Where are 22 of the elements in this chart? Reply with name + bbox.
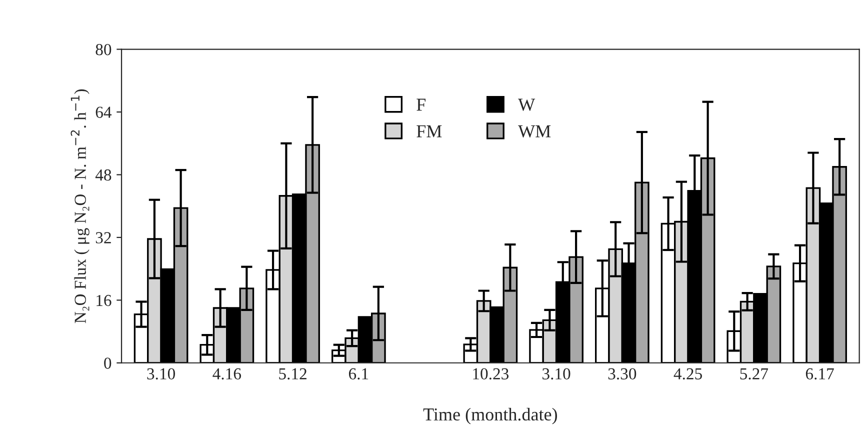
y-axis-title: N₂O Flux ( μg N₂O - N. m$^{−2}$. h$^{−1}$) (70, 89, 90, 324)
x-tick-label: 4.16 (212, 368, 242, 380)
x-tick-label: 3.10 (147, 368, 175, 380)
y-tick-label: 80 (96, 44, 112, 56)
x-tick-label: 6.17 (806, 368, 834, 380)
x-tick-label: 5.12 (279, 368, 306, 380)
y-tick-label: 64 (96, 106, 112, 118)
y-tick-label: 48 (95, 169, 112, 181)
x-tick-label: 4.25 (674, 368, 702, 380)
x-axis-title: Time (month.date) (423, 408, 557, 424)
legend-label: WM (518, 125, 551, 138)
y-tick-label: 16 (96, 294, 112, 306)
x-tick-label: 5.27 (740, 368, 768, 380)
y-tick-label: 32 (96, 232, 111, 244)
x-tick-label: 10.23 (473, 368, 509, 380)
x-tick-label: 3.10 (542, 368, 570, 380)
x-tick-label: 6.1 (348, 368, 368, 380)
legend-label: F (416, 98, 426, 111)
y-tick-label: 0 (104, 358, 112, 369)
legend-label: FM (416, 125, 442, 138)
x-tick-label: 3.30 (608, 368, 636, 380)
legend-label: W (518, 98, 536, 111)
